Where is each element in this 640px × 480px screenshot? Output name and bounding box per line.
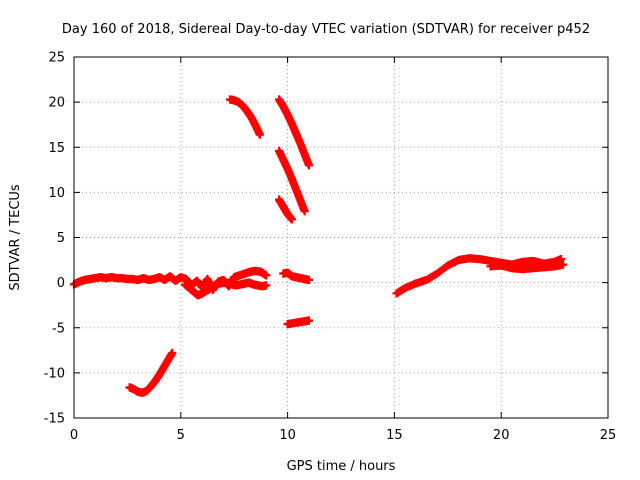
series-arc-9 — [285, 318, 312, 328]
series-arc-10 — [394, 255, 564, 296]
x-tick-label: 10 — [279, 428, 296, 443]
y-tick-label: 5 — [57, 231, 65, 246]
chart: Day 160 of 2018, Sidereal Day-to-day VTE… — [0, 0, 640, 480]
x-tick-label: 25 — [600, 428, 617, 443]
y-tick-label: 20 — [48, 96, 65, 111]
grid — [74, 57, 608, 418]
series-arc-3 — [280, 270, 312, 283]
x-tick-label: 0 — [70, 428, 78, 443]
x-tick-label: 5 — [177, 428, 185, 443]
y-tick-label: 15 — [48, 141, 65, 156]
y-tick-label: -10 — [44, 366, 65, 381]
series-arc-5 — [227, 96, 263, 137]
data-points — [71, 96, 566, 395]
y-tick-label: -15 — [44, 412, 65, 427]
series-arc-8 — [276, 197, 295, 223]
x-tick-label: 15 — [386, 428, 403, 443]
y-tick-label: 25 — [48, 51, 65, 66]
x-axis-label: GPS time / hours — [287, 459, 396, 474]
y-tick-label: 0 — [57, 276, 65, 291]
y-tick-label: -5 — [52, 321, 65, 336]
chart-title: Day 160 of 2018, Sidereal Day-to-day VTE… — [62, 22, 590, 37]
y-axis-label: SDTVAR / TECUs — [8, 184, 23, 291]
x-tick-label: 20 — [493, 428, 510, 443]
series-arc-1 — [71, 268, 269, 293]
y-tick-label: 10 — [48, 186, 65, 201]
chart-canvas: Day 160 of 2018, Sidereal Day-to-day VTE… — [0, 0, 640, 480]
